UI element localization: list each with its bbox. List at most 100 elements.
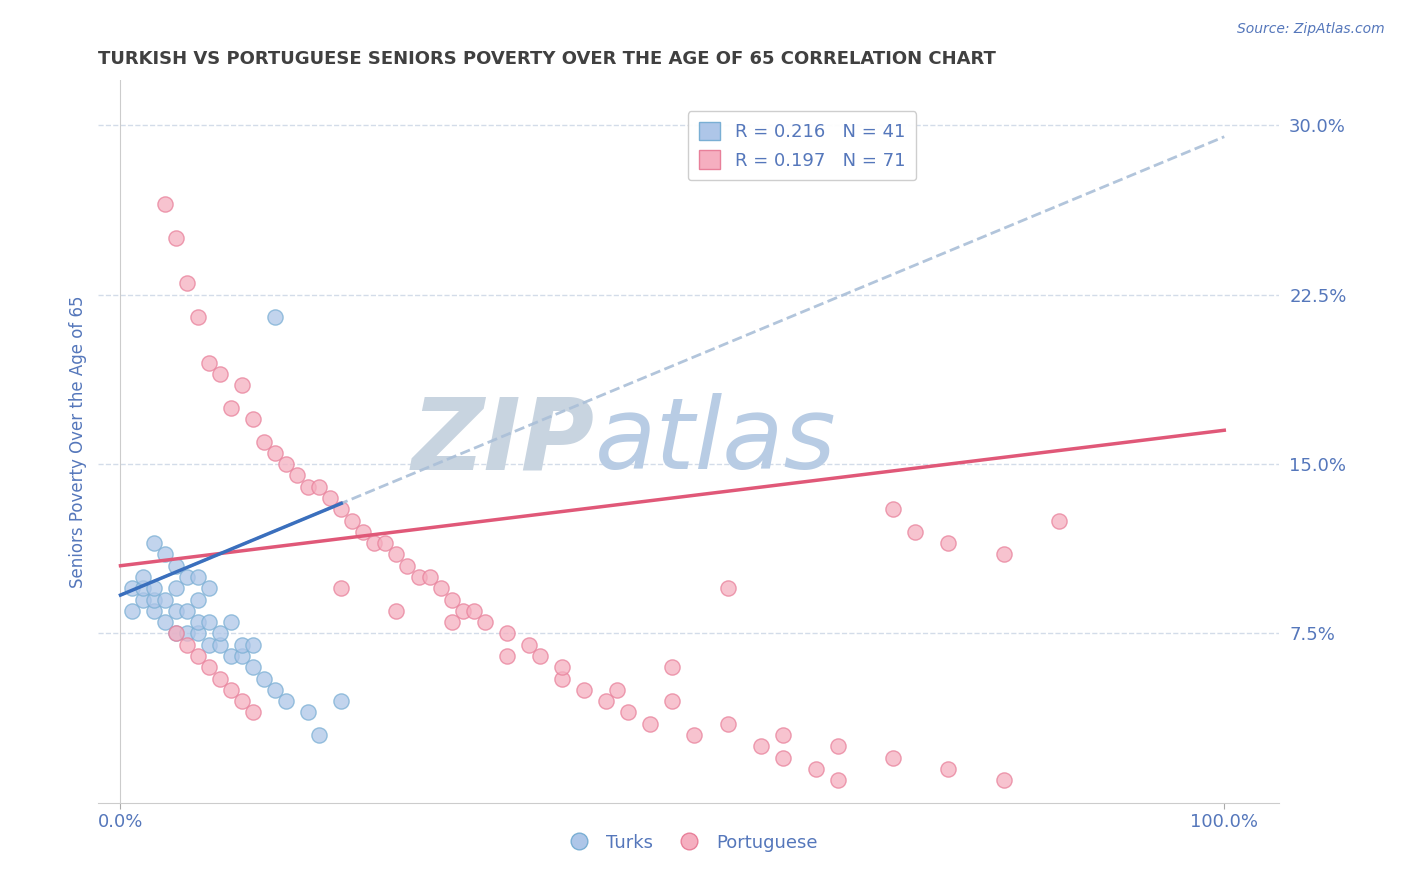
Point (187, 592, 209, 607)
Point (716, 716, 738, 731)
Point (198, 355, 221, 369)
Point (274, 457, 297, 471)
Legend: Turks, Portuguese: Turks, Portuguese (554, 826, 824, 859)
Point (165, 558, 187, 573)
Point (661, 660, 683, 674)
Point (936, 536, 959, 550)
Point (208, 367, 231, 381)
Text: TURKISH VS PORTUGUESE SENIORS POVERTY OVER THE AGE OF 65 CORRELATION CHART: TURKISH VS PORTUGUESE SENIORS POVERTY OV… (98, 50, 997, 68)
Point (176, 638, 198, 652)
Point (772, 750, 794, 764)
Point (363, 536, 385, 550)
Point (993, 773, 1015, 788)
Point (198, 615, 221, 630)
Point (1047, 514, 1070, 528)
Point (131, 592, 153, 607)
Point (165, 582, 187, 596)
Point (352, 524, 374, 539)
Point (606, 682, 628, 697)
Point (142, 582, 165, 596)
Point (253, 672, 276, 686)
Point (396, 558, 419, 573)
Point (187, 310, 209, 325)
Point (165, 604, 187, 618)
Point (572, 682, 595, 697)
Point (749, 739, 772, 754)
Point (242, 412, 264, 426)
Point (219, 648, 242, 663)
Point (827, 739, 849, 754)
Point (231, 638, 253, 652)
Point (474, 615, 496, 630)
Point (208, 626, 231, 640)
Point (187, 648, 209, 663)
Text: Source: ZipAtlas.com: Source: ZipAtlas.com (1237, 22, 1385, 37)
Point (308, 728, 330, 742)
Point (640, 716, 662, 731)
Point (297, 480, 319, 494)
Point (772, 728, 794, 742)
Text: atlas: atlas (595, 393, 837, 490)
Point (264, 446, 287, 460)
Point (165, 626, 187, 640)
Point (993, 548, 1015, 562)
Point (529, 648, 551, 663)
Point (153, 615, 176, 630)
Point (440, 615, 463, 630)
Point (936, 762, 959, 776)
Point (231, 378, 253, 392)
Point (385, 548, 408, 562)
Point (264, 310, 287, 325)
Point (408, 570, 430, 584)
Point (153, 197, 176, 211)
Point (231, 694, 253, 708)
Point (440, 592, 463, 607)
Point (219, 615, 242, 630)
Point (121, 582, 143, 596)
Point (419, 570, 441, 584)
Point (208, 638, 231, 652)
Point (176, 570, 198, 584)
Point (165, 231, 187, 245)
Point (142, 536, 165, 550)
Point (617, 706, 640, 720)
Point (451, 604, 474, 618)
Point (495, 626, 517, 640)
Point (517, 638, 540, 652)
Text: ZIP: ZIP (412, 393, 595, 490)
Point (142, 592, 165, 607)
Point (330, 582, 353, 596)
Point (551, 660, 574, 674)
Point (253, 434, 276, 449)
Point (661, 694, 683, 708)
Point (176, 277, 198, 291)
Point (342, 514, 364, 528)
Point (242, 638, 264, 652)
Point (142, 604, 165, 618)
Point (231, 648, 253, 663)
Point (198, 638, 221, 652)
Point (176, 626, 198, 640)
Point (219, 401, 242, 415)
Point (131, 570, 153, 584)
Point (330, 502, 353, 516)
Point (495, 648, 517, 663)
Point (595, 694, 617, 708)
Point (330, 694, 353, 708)
Point (187, 626, 209, 640)
Point (187, 615, 209, 630)
Point (208, 672, 231, 686)
Point (683, 728, 706, 742)
Point (176, 604, 198, 618)
Point (165, 626, 187, 640)
Point (904, 524, 927, 539)
Point (429, 582, 451, 596)
Point (153, 592, 176, 607)
Point (264, 682, 287, 697)
Point (374, 536, 396, 550)
Point (827, 773, 849, 788)
Point (198, 660, 221, 674)
Point (716, 582, 738, 596)
Point (385, 604, 408, 618)
Point (882, 502, 904, 516)
